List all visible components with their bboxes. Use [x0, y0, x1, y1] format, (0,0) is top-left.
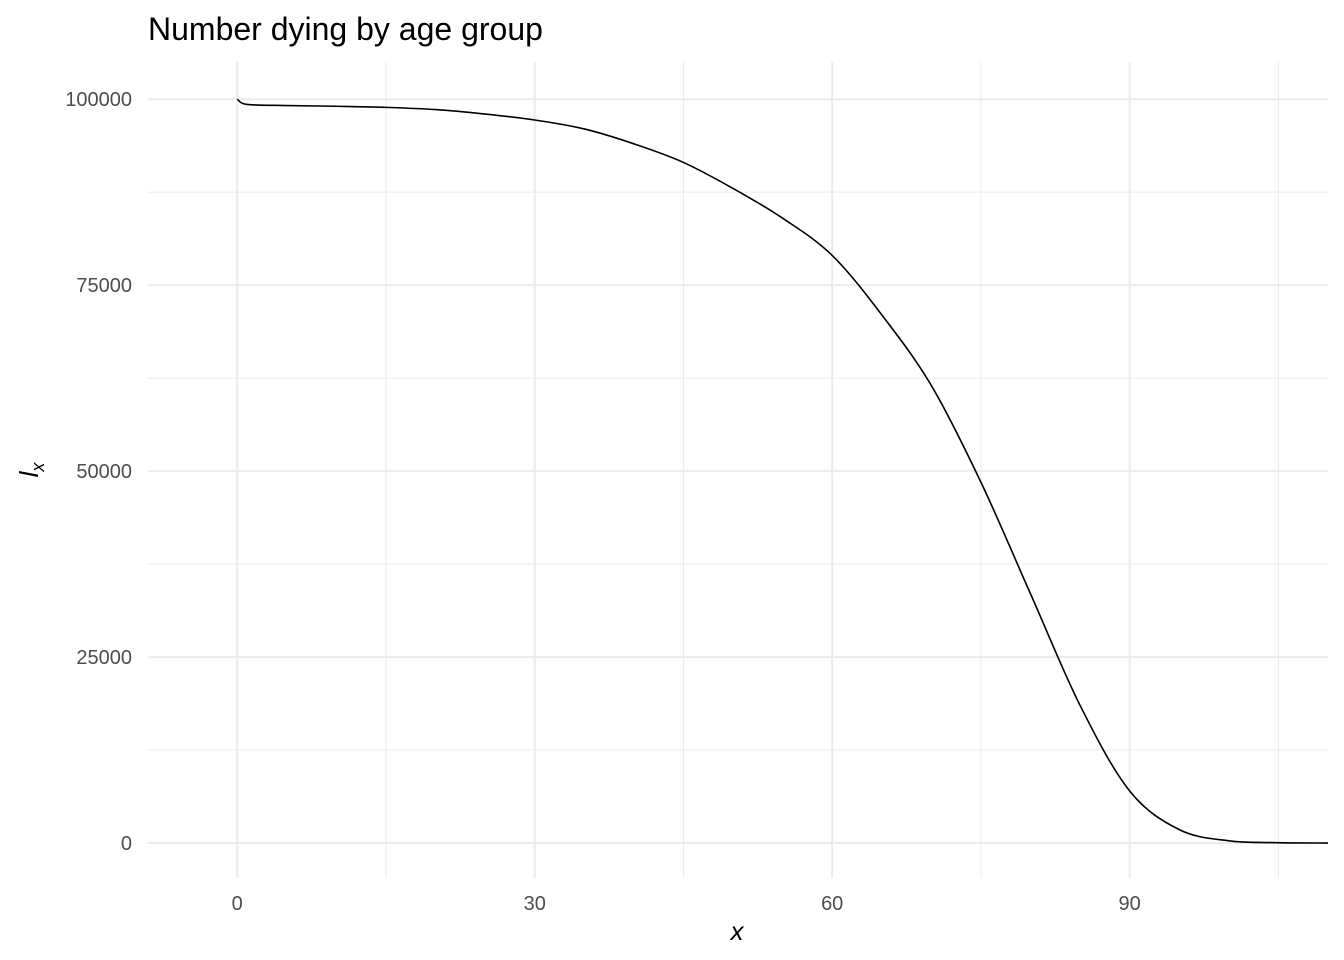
y-tick-label: 25000 [76, 647, 132, 669]
series-line [236, 98, 1329, 844]
y-axis-title-main: l [14, 470, 44, 477]
x-axis-title: x [729, 916, 745, 946]
y-tick-label: 0 [121, 833, 132, 855]
x-tick-label: 30 [524, 893, 546, 915]
y-tick-label: 50000 [76, 461, 132, 483]
y-tick-labels: 0 25000 50000 75000 100000 [65, 89, 132, 855]
x-tick-labels: 0 30 60 90 [232, 893, 1141, 915]
x-tick-label: 0 [232, 893, 243, 915]
y-axis-title: lx [14, 462, 48, 478]
chart-title: Number dying by age group [148, 11, 543, 47]
minor-gridlines [148, 62, 1328, 878]
y-tick-label: 75000 [76, 275, 132, 297]
major-gridlines [148, 62, 1328, 878]
series-layer [236, 98, 1329, 844]
svg-text:lx: lx [14, 462, 48, 478]
y-axis-title-subscript: x [28, 462, 48, 473]
x-tick-label: 60 [821, 893, 843, 915]
y-tick-label: 100000 [65, 89, 132, 111]
x-tick-label: 90 [1119, 893, 1141, 915]
